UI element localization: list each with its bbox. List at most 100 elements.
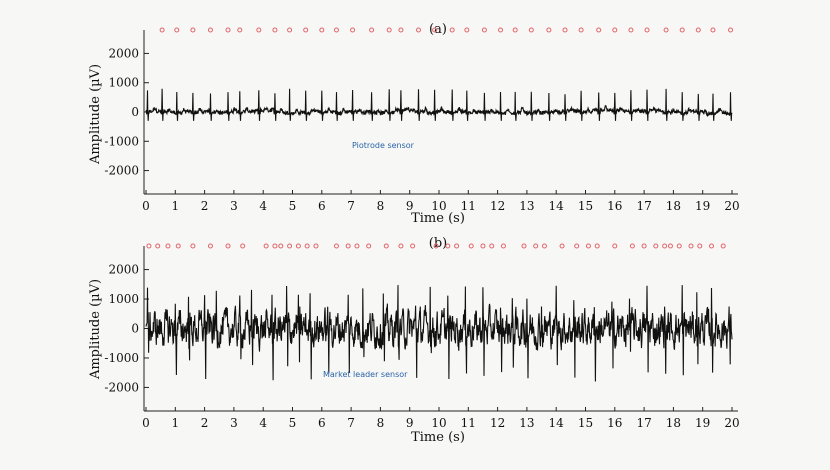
panel-b-marker-13 [304,243,310,249]
panel-a-x-tick-label-20: 20 [724,199,739,213]
panel-b-x-tick-label-6: 6 [318,416,326,430]
panel-b-x-tick-label-1: 1 [171,416,179,430]
panel-b-marker-45 [708,243,714,249]
panel-b-marker-12 [295,243,301,249]
panel-a-ylabel: Amplitude (µV) [88,64,103,165]
panel-b-marker-10 [278,243,284,249]
panel-a-marker-29 [628,27,634,33]
panel-b-marker-21 [410,243,416,249]
panel-b-marker-7 [240,243,246,249]
panel-b-x-tick-label-4: 4 [259,416,267,430]
panel-a-marker-11 [333,27,339,33]
panel-b-marker-5 [207,243,213,249]
panel-a-marker-10 [319,27,325,33]
panel-a-marker-0 [159,27,165,33]
panel-b: (b) Amplitude (µV) 2000 1000 0 -1000 -2000 0… [88,236,740,445]
panel-b-marker-3 [175,243,181,249]
panel-a-x-tick-label-0: 0 [142,199,150,213]
panel-b-x-tick-label-2: 2 [201,416,209,430]
panel-a-x-tick-label-16: 16 [607,199,622,213]
panel-b-marker-27 [489,243,495,249]
panel-a-marker-24 [546,27,552,33]
panel-a-x-tick-label-4: 4 [259,199,267,213]
panel-b-xlabel: Time (s) [411,430,465,445]
panel-a-x-tick-label-12: 12 [490,199,505,213]
panel-b-y-tick-label-3: -1000 [104,351,139,365]
panel-a-x-tick-label-8: 8 [377,199,385,213]
panel-b-x-tick-label-9: 9 [406,416,414,430]
panel-a: (a) Amplitude (µV) 2000 1000 0 -1000 -2000 0… [88,22,740,226]
panel-a-marker-2 [190,27,196,33]
panel-b-x-tick-label-19: 19 [695,416,710,430]
panel-b-marker-11 [287,243,293,249]
panel-a-marker-1 [174,27,180,33]
panel-b-series-signal [145,285,733,382]
panel-b-marker-39 [653,243,659,249]
panel-b-series-markers [146,243,726,249]
panel-b-marker-34 [585,243,591,249]
panel-a-marker-16 [415,27,421,33]
panel-b-marker-22 [433,243,439,249]
panel-a-marker-23 [528,27,534,33]
panel-b-y-tick-label-0: 2000 [108,263,139,277]
panel-b-marker-36 [612,243,618,249]
panel-b-marker-42 [676,243,682,249]
panel-a-y-tick-label-3: -1000 [104,134,139,148]
panel-a-marker-6 [256,27,262,33]
panel-b-marker-37 [629,243,635,249]
panel-b-marker-8 [263,243,269,249]
panel-a-marker-34 [710,27,716,33]
panel-a-marker-22 [512,27,518,33]
panel-b-marker-26 [480,243,486,249]
panel-b-ylabel: Amplitude (µV) [88,279,103,380]
panel-a-y-tick-label-4: -2000 [104,164,139,178]
panel-a-x-tick-label-14: 14 [549,199,565,213]
panel-a-marker-20 [481,27,487,33]
panel-a-x-ticks: 0 1 2 3 4 5 6 7 8 9 10 11 12 13 14 15 16 17 18 19 20 [142,190,740,213]
panel-b-marker-14 [313,243,319,249]
panel-a-marker-4 [225,27,231,33]
panel-a-marker-27 [596,27,602,33]
panel-a-marker-14 [386,27,392,33]
panel-b-marker-2 [165,243,171,249]
panel-b-marker-35 [594,243,600,249]
panel-a-marker-31 [663,27,669,33]
panel-a-x-tick-label-6: 6 [318,199,326,213]
panel-a-x-tick-label-15: 15 [578,199,593,213]
panel-a-marker-30 [644,27,650,33]
panel-a-marker-15 [398,27,404,33]
panel-b-x-tick-label-12: 12 [490,416,505,430]
panel-b-x-tick-label-13: 13 [519,416,534,430]
panel-b-marker-0 [146,243,152,249]
panel-a-x-tick-label-13: 13 [519,199,534,213]
panel-b-marker-43 [688,243,694,249]
panel-a-marker-8 [287,27,293,33]
panel-b-marker-23 [445,243,451,249]
panel-a-marker-28 [612,27,618,33]
panel-a-annotation: Piotrode sensor [352,141,415,150]
panel-b-marker-4 [190,243,196,249]
panel-a-x-tick-label-18: 18 [666,199,681,213]
panel-b-marker-24 [454,243,460,249]
panel-a-x-tick-label-17: 17 [636,199,651,213]
panel-b-marker-46 [720,243,726,249]
panel-b-marker-29 [521,243,527,249]
panel-b-y-tick-label-2: 0 [131,322,139,336]
panel-b-marker-41 [667,243,673,249]
panel-b-x-tick-label-7: 7 [347,416,355,430]
panel-b-x-tick-label-14: 14 [549,416,565,430]
panel-b-marker-15 [333,243,339,249]
panel-b-x-ticks: 0 1 2 3 4 5 6 7 8 9 10 11 12 13 14 15 16 17 18 19 20 [142,407,740,430]
panel-b-x-tick-label-3: 3 [230,416,238,430]
panel-b-marker-38 [641,243,647,249]
panel-b-y-ticks: 2000 1000 0 -1000 -2000 [104,263,149,394]
panel-b-marker-18 [366,243,372,249]
panel-b-marker-9 [272,243,278,249]
panel-b-x-tick-label-20: 20 [724,416,739,430]
panel-a-x-tick-label-11: 11 [461,199,476,213]
panel-b-marker-25 [468,243,474,249]
panel-a-x-tick-label-9: 9 [406,199,414,213]
panel-b-x-tick-label-18: 18 [666,416,681,430]
panel-b-marker-1 [155,243,161,249]
